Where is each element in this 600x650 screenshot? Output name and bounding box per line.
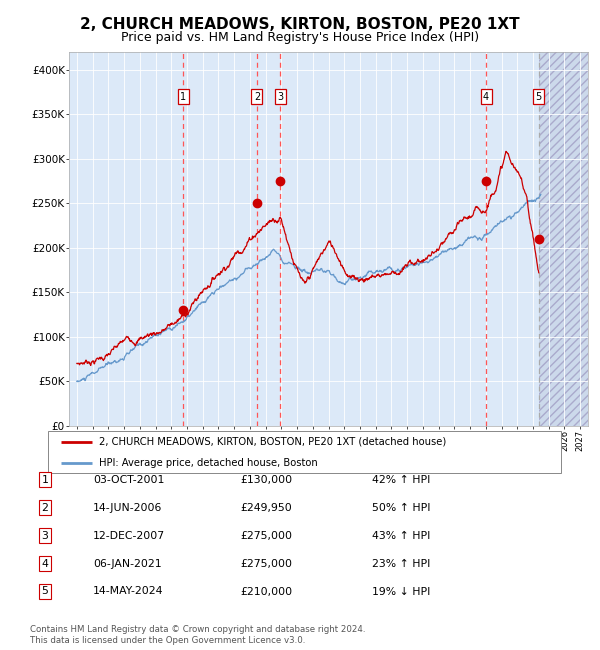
Text: Price paid vs. HM Land Registry's House Price Index (HPI): Price paid vs. HM Land Registry's House … [121, 31, 479, 44]
Text: 5: 5 [41, 586, 49, 597]
Text: 03-OCT-2001: 03-OCT-2001 [93, 474, 164, 485]
Text: 19% ↓ HPI: 19% ↓ HPI [372, 586, 430, 597]
Text: 5: 5 [536, 92, 542, 102]
Text: 1: 1 [41, 474, 49, 485]
FancyBboxPatch shape [48, 431, 561, 473]
Text: 2, CHURCH MEADOWS, KIRTON, BOSTON, PE20 1XT (detached house): 2, CHURCH MEADOWS, KIRTON, BOSTON, PE20 … [100, 437, 446, 447]
Text: 06-JAN-2021: 06-JAN-2021 [93, 558, 161, 569]
Text: 4: 4 [483, 92, 489, 102]
Text: 12-DEC-2007: 12-DEC-2007 [93, 530, 165, 541]
Text: 2: 2 [41, 502, 49, 513]
Text: This data is licensed under the Open Government Licence v3.0.: This data is licensed under the Open Gov… [30, 636, 305, 645]
Text: 50% ↑ HPI: 50% ↑ HPI [372, 502, 431, 513]
Text: £130,000: £130,000 [240, 474, 292, 485]
Text: 42% ↑ HPI: 42% ↑ HPI [372, 474, 430, 485]
Text: 23% ↑ HPI: 23% ↑ HPI [372, 558, 430, 569]
Text: £249,950: £249,950 [240, 502, 292, 513]
Text: 4: 4 [41, 558, 49, 569]
Text: £275,000: £275,000 [240, 558, 292, 569]
Text: Contains HM Land Registry data © Crown copyright and database right 2024.: Contains HM Land Registry data © Crown c… [30, 625, 365, 634]
Text: 2, CHURCH MEADOWS, KIRTON, BOSTON, PE20 1XT: 2, CHURCH MEADOWS, KIRTON, BOSTON, PE20 … [80, 17, 520, 32]
Bar [539, 52, 588, 426]
Text: 3: 3 [277, 92, 283, 102]
Bar [539, 52, 588, 426]
Text: 14-JUN-2006: 14-JUN-2006 [93, 502, 163, 513]
Text: 43% ↑ HPI: 43% ↑ HPI [372, 530, 430, 541]
Text: £275,000: £275,000 [240, 530, 292, 541]
Text: 14-MAY-2024: 14-MAY-2024 [93, 586, 163, 597]
Text: 1: 1 [180, 92, 186, 102]
Text: HPI: Average price, detached house, Boston: HPI: Average price, detached house, Bost… [100, 458, 318, 468]
Text: £210,000: £210,000 [240, 586, 292, 597]
Text: 2: 2 [254, 92, 260, 102]
Text: 3: 3 [41, 530, 49, 541]
